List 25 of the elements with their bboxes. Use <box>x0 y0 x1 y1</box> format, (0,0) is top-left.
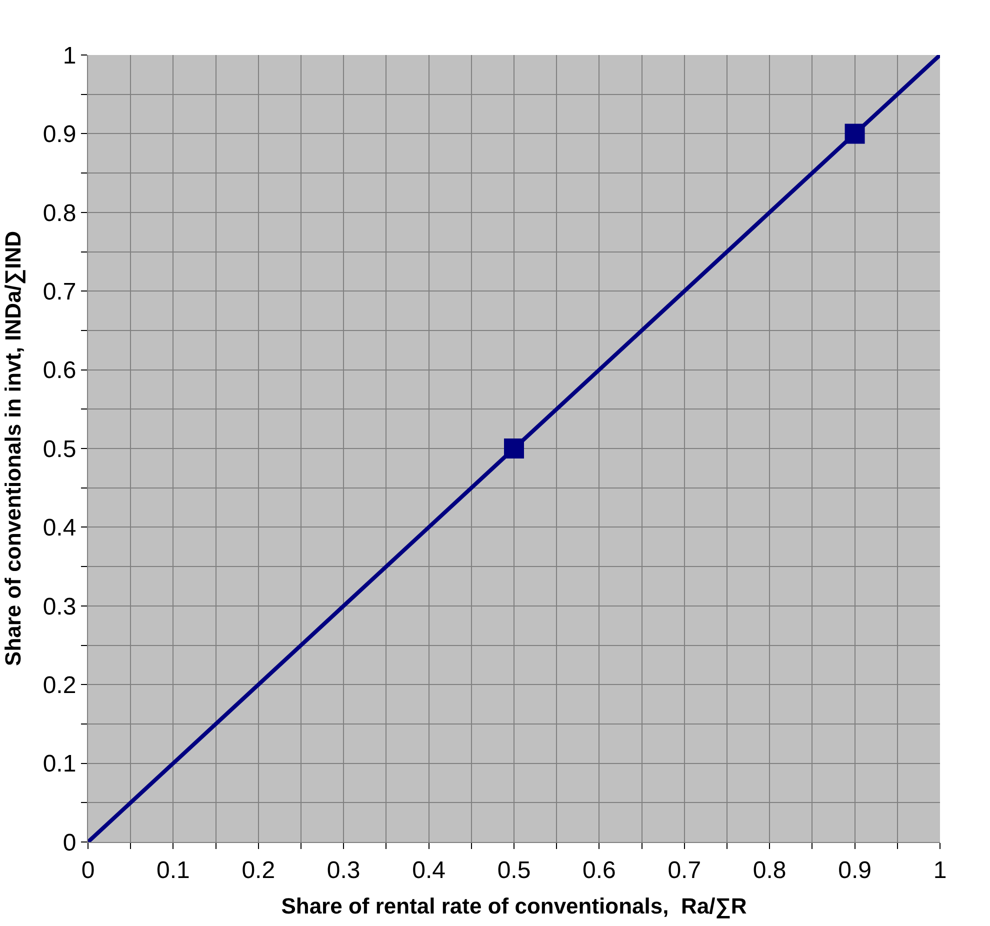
x-tick-label: 0.3 <box>326 856 360 884</box>
x-tick-label: 0.9 <box>838 856 872 884</box>
y-axis-title: Share of conventionals in invt, INDa/∑IND <box>0 231 26 666</box>
y-tick-label: 0.9 <box>42 121 76 148</box>
y-tick-label: 0.8 <box>42 200 76 227</box>
x-tick-label: 0.5 <box>497 856 531 884</box>
y-tick-label: 0.4 <box>42 514 76 542</box>
y-tick-label: 0.5 <box>42 436 76 463</box>
x-tick-label: 1 <box>933 856 947 884</box>
y-tick-label: 0.7 <box>42 278 76 306</box>
x-tick-label: 0.8 <box>752 856 786 884</box>
x-tick-label: 0.7 <box>668 856 702 884</box>
y-tick-label: 1 <box>62 42 76 70</box>
x-tick-label: 0.2 <box>242 856 276 884</box>
x-axis-title: Share of rental rate of conventionals, Ra/∑R <box>281 894 747 919</box>
line-series <box>88 55 940 842</box>
x-tick-label: 0 <box>81 856 95 884</box>
y-tick-label: 0.1 <box>42 750 76 778</box>
y-tick-label: 0.6 <box>42 357 76 384</box>
y-tick-label: 0 <box>62 829 76 856</box>
x-tick-label: 0.4 <box>412 856 446 884</box>
x-tick-label: 0.6 <box>582 856 616 884</box>
y-tick-label: 0.3 <box>42 593 76 620</box>
x-tick-label: 0.1 <box>156 856 190 884</box>
y-tick-label: 0.2 <box>42 672 76 699</box>
